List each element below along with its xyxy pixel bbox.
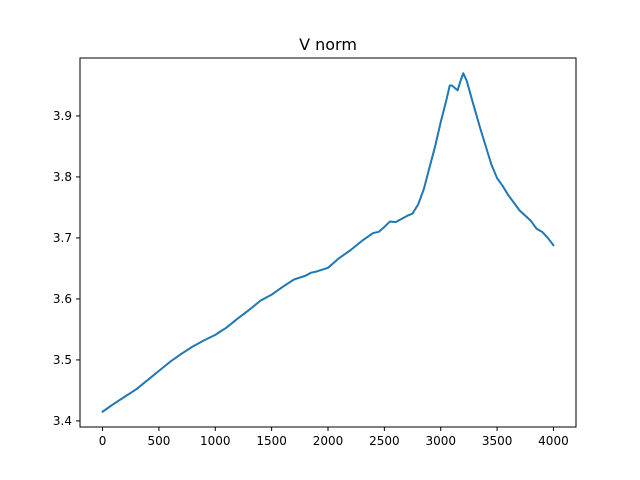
x-tick-label: 3500	[482, 434, 513, 448]
chart-title: V norm	[299, 35, 357, 54]
series-line-0	[101, 72, 555, 413]
y-axis: 3.4 3.5 3.6 3.7 3.8 3.9	[53, 109, 80, 428]
y-tick-label: 3.4	[53, 414, 72, 428]
y-tick-label: 3.9	[53, 109, 72, 123]
y-tick-label: 3.5	[53, 353, 72, 367]
x-tick-label: 3000	[425, 434, 456, 448]
y-tick-label: 3.7	[53, 231, 72, 245]
x-axis: 0 500 1000 1500 2000 2500 3000 3500 4000	[99, 427, 569, 448]
x-tick-label: 1500	[256, 434, 287, 448]
x-tick-label: 2500	[369, 434, 400, 448]
y-tick-label: 3.6	[53, 292, 72, 306]
x-tick-label: 1000	[200, 434, 231, 448]
x-tick-label: 4000	[538, 434, 569, 448]
x-tick-label: 0	[99, 434, 107, 448]
y-tick-label: 3.8	[53, 170, 72, 184]
x-tick-label: 2000	[313, 434, 344, 448]
x-tick-label: 500	[147, 434, 170, 448]
series-layer	[101, 72, 555, 413]
plot-area-frame	[79, 57, 577, 428]
